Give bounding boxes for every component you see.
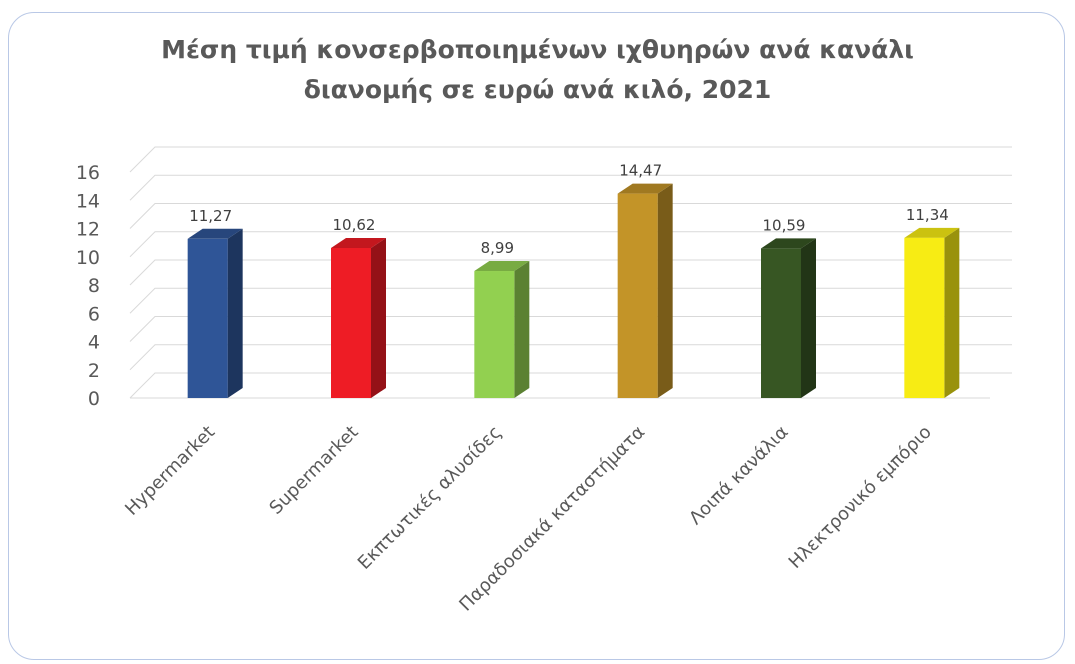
data-label: 10,62 [333, 216, 376, 234]
category-label: Λοιπά κανάλια [685, 422, 792, 529]
data-label: 11,27 [189, 207, 232, 225]
bar [617, 183, 673, 398]
bar-front [474, 271, 515, 398]
bar [904, 227, 960, 398]
chart-card [8, 12, 1065, 660]
y-tick-label: 10 [76, 247, 100, 269]
data-labels: 11,27 10,62 8,99 14,47 10,59 11,34 [189, 162, 949, 257]
y-tick-label: 4 [88, 332, 100, 354]
bar-top [761, 238, 816, 249]
gridline [129, 231, 1012, 258]
data-label: 11,34 [906, 206, 949, 224]
bar-front [761, 248, 801, 398]
y-tick-label: 6 [88, 303, 100, 325]
category-label: Εκπτωτικές αλυσίδες [354, 422, 506, 574]
category-label: Hypermarket [121, 422, 219, 520]
bar-side [944, 227, 960, 398]
gridline [129, 146, 1012, 173]
category-label: Ηλεκτρονικό εμπόριο [785, 422, 936, 573]
bar [474, 261, 530, 398]
gridline [129, 344, 1012, 371]
chart-title: Μέση τιμή κονσερβοποιημένων ιχθυηρών ανά… [0, 30, 1075, 110]
bar-front [617, 193, 658, 398]
bar-side [227, 228, 243, 398]
bar-side [514, 261, 530, 398]
gridline [129, 372, 1012, 399]
data-label: 10,59 [763, 216, 806, 234]
bar-side [657, 183, 673, 398]
y-tick-label: 0 [88, 388, 100, 410]
gridline [129, 259, 1012, 286]
gridline [129, 287, 1012, 314]
bar-top [331, 237, 386, 248]
bar [331, 237, 386, 398]
bar-top [904, 227, 960, 238]
bar-top [187, 228, 243, 239]
y-axis: 0 2 4 6 8 10 12 14 16 [76, 162, 100, 410]
category-label: Supermarket [265, 422, 362, 519]
gridline [129, 174, 1012, 201]
bars [187, 183, 960, 398]
bar-top [617, 183, 673, 194]
y-tick-label: 16 [76, 162, 100, 184]
bar-front [904, 237, 945, 398]
y-tick-label: 8 [88, 275, 100, 297]
data-label: 14,47 [619, 162, 662, 180]
chart-title-line-1: Μέση τιμή κονσερβοποιημένων ιχθυηρών ανά… [161, 35, 914, 64]
bar-front [331, 247, 371, 398]
bar-side [371, 237, 386, 398]
gridlines [129, 146, 1012, 399]
gridline [129, 316, 1012, 342]
bar-front [187, 238, 228, 398]
chart-title-line-2: διανομής σε ευρώ ανά κιλό, 2021 [303, 75, 772, 104]
gridline [129, 203, 1012, 229]
bar-top [474, 261, 530, 272]
y-tick-label: 12 [76, 219, 100, 241]
bar [761, 238, 816, 398]
bar [187, 228, 243, 398]
y-tick-label: 14 [76, 190, 100, 212]
data-label: 8,99 [481, 239, 514, 257]
y-tick-label: 2 [88, 360, 100, 382]
bar-side [801, 238, 816, 398]
